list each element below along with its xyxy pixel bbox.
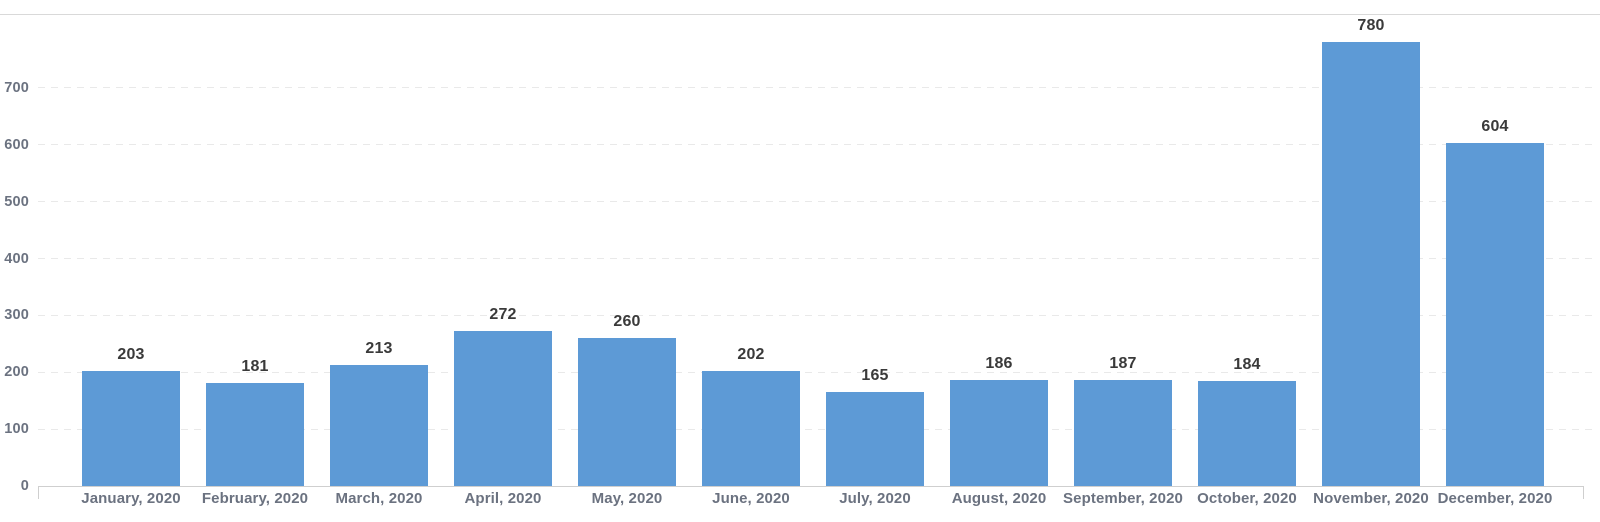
x-axis-end-tick (1583, 486, 1584, 499)
bar-value-label-june-2020: 202 (737, 346, 765, 363)
gridline-500 (38, 201, 1592, 203)
bar-value-label-march-2020: 213 (365, 340, 393, 357)
y-tick-label-400: 400 (4, 250, 29, 267)
y-tick-label-0: 0 (20, 478, 29, 494)
bar-value-label-december-2020: 604 (1481, 118, 1509, 135)
y-tick-label-300: 300 (4, 307, 29, 324)
x-tick-label-april-2020: April, 2020 (464, 490, 542, 507)
gridline-700 (38, 87, 1592, 89)
x-tick-label-july-2020: July, 2020 (839, 490, 911, 507)
gridline-400 (38, 258, 1592, 260)
chart-top-border (0, 14, 1600, 15)
y-tick-label-500: 500 (4, 193, 29, 210)
bar-january-2020[interactable] (82, 371, 180, 486)
y-tick-label-700: 700 (4, 79, 29, 96)
bar-november-2020[interactable] (1322, 42, 1420, 486)
x-tick-label-may-2020: May, 2020 (591, 490, 663, 507)
y-tick-label-600: 600 (4, 136, 29, 153)
bar-value-label-november-2020: 780 (1357, 17, 1385, 34)
gridline-100 (38, 428, 1592, 430)
x-axis-start-tick (38, 486, 39, 499)
bar-march-2020[interactable] (330, 365, 428, 486)
x-axis-line (38, 486, 1583, 487)
bar-value-label-september-2020: 187 (1109, 355, 1137, 372)
x-tick-label-february-2020: February, 2020 (201, 490, 309, 507)
bar-december-2020[interactable] (1446, 143, 1544, 486)
x-tick-label-november-2020: November, 2020 (1313, 490, 1429, 507)
gridline-300 (38, 314, 1592, 316)
bar-october-2020[interactable] (1198, 381, 1296, 486)
x-tick-label-december-2020: December, 2020 (1437, 490, 1553, 507)
x-tick-label-august-2020: August, 2020 (951, 490, 1047, 507)
bar-july-2020[interactable] (826, 392, 924, 486)
bar-september-2020[interactable] (1074, 380, 1172, 486)
y-tick-label-100: 100 (4, 421, 29, 438)
gridline-200 (38, 371, 1592, 373)
x-tick-label-march-2020: March, 2020 (335, 490, 423, 507)
y-tick-label-200: 200 (4, 364, 29, 381)
bar-february-2020[interactable] (206, 383, 304, 486)
bar-value-label-august-2020: 186 (985, 355, 1013, 372)
gridline-600 (38, 144, 1592, 146)
bar-value-label-may-2020: 260 (613, 313, 641, 330)
bar-june-2020[interactable] (702, 371, 800, 486)
bar-value-label-october-2020: 184 (1233, 356, 1261, 373)
bar-value-label-february-2020: 181 (241, 358, 269, 375)
bar-value-label-july-2020: 165 (861, 367, 889, 384)
bar-value-label-january-2020: 203 (117, 346, 145, 363)
x-tick-label-june-2020: June, 2020 (712, 490, 790, 507)
bar-may-2020[interactable] (578, 338, 676, 486)
x-tick-label-september-2020: September, 2020 (1063, 490, 1183, 507)
x-tick-label-january-2020: January, 2020 (81, 490, 181, 507)
bar-august-2020[interactable] (950, 380, 1048, 486)
bar-april-2020[interactable] (454, 331, 552, 486)
x-tick-label-october-2020: October, 2020 (1197, 490, 1297, 507)
bar-value-label-april-2020: 272 (489, 306, 517, 323)
